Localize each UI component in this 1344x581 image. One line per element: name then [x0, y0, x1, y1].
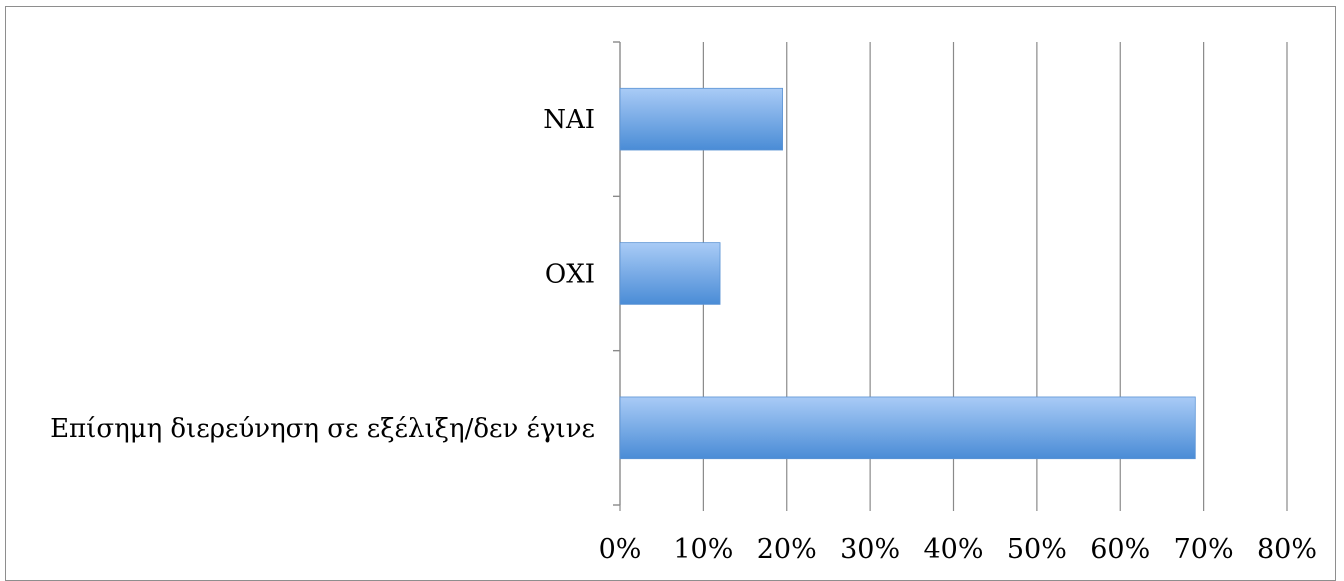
category-labels: ΝΑΙ ΟΧΙ Επίσημη διερεύνηση σε εξέλιξη/δεν …: [50, 105, 595, 444]
bars: [619, 87, 1196, 460]
x-tick-label: 0%: [599, 534, 642, 565]
x-tick-label: 80%: [1257, 534, 1317, 565]
x-tick-label: 70%: [1174, 534, 1234, 565]
x-tick-label: 40%: [923, 534, 983, 565]
bar: [619, 242, 721, 305]
category-label: Επίσημη διερεύνηση σε εξέλιξη/δεν έγινε: [50, 414, 595, 444]
y-axis: [613, 41, 621, 506]
x-tick-label: 50%: [1007, 534, 1067, 565]
x-tick-label: 10%: [673, 534, 733, 565]
category-label: ΝΑΙ: [543, 105, 595, 135]
category-label: ΟΧΙ: [545, 260, 595, 290]
x-tick-label: 20%: [757, 534, 817, 565]
bar: [619, 396, 1196, 460]
x-tick-labels: 0% 10% 20% 30% 40% 50% 60% 70% 80%: [599, 534, 1317, 565]
x-tick-label: 60%: [1090, 534, 1150, 565]
x-tick-label: 30%: [840, 534, 900, 565]
bar: [619, 87, 783, 151]
